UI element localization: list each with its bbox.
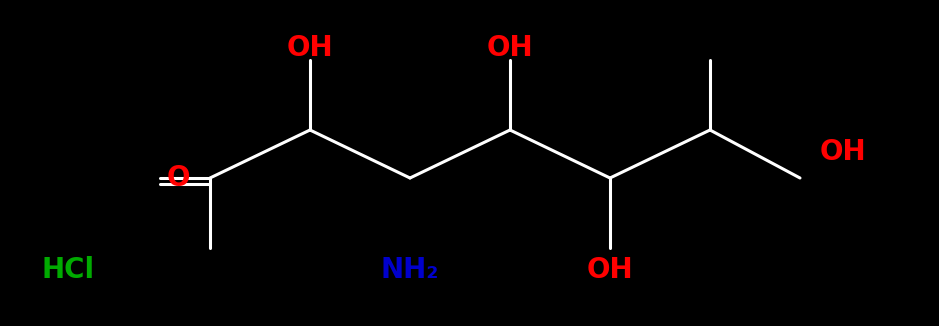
Text: O: O [166, 164, 190, 192]
Text: OH: OH [820, 138, 867, 166]
Text: OH: OH [286, 34, 333, 62]
Text: OH: OH [587, 256, 633, 284]
Text: HCl: HCl [41, 256, 95, 284]
Text: OH: OH [486, 34, 533, 62]
Text: NH₂: NH₂ [381, 256, 439, 284]
